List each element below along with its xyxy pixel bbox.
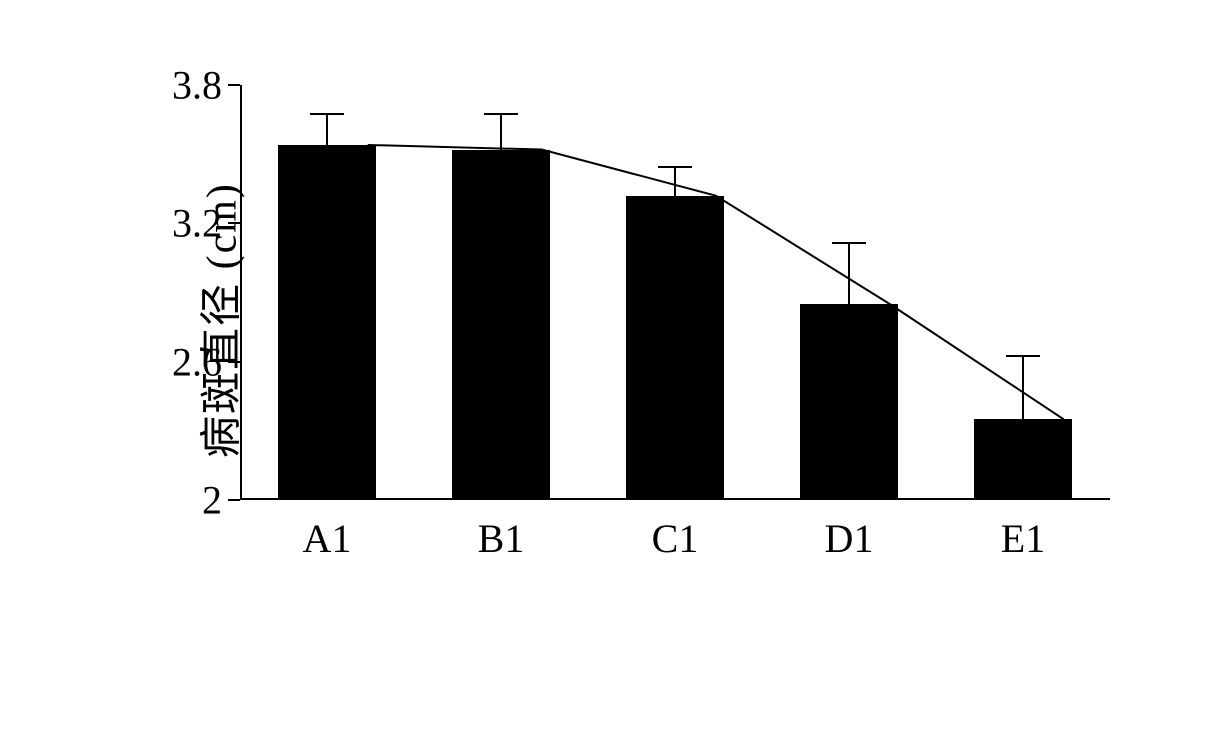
bar [974,419,1071,500]
x-tick-label: D1 [825,515,874,562]
bar [278,145,375,500]
x-tick-label: E1 [1001,515,1045,562]
y-axis-line [240,85,242,500]
y-tick [228,361,240,363]
y-tick [228,222,240,224]
y-tick-label: 3.8 [172,62,222,109]
x-tick-label: C1 [652,515,699,562]
x-tick-label: A1 [303,515,352,562]
y-tick-label: 3.2 [172,200,222,247]
x-tick-label: B1 [478,515,525,562]
chart-container: 病斑直径 (cm) 22.63.23.8 A1B1C1D1E1 [80,40,1130,600]
plot-area: 22.63.23.8 A1B1C1D1E1 [240,85,1110,500]
y-tick-label: 2 [202,477,222,524]
bar [800,304,897,500]
y-tick [228,84,240,86]
y-tick [228,499,240,501]
bar [452,150,549,500]
bar [626,196,723,500]
y-tick-label: 2.6 [172,338,222,385]
